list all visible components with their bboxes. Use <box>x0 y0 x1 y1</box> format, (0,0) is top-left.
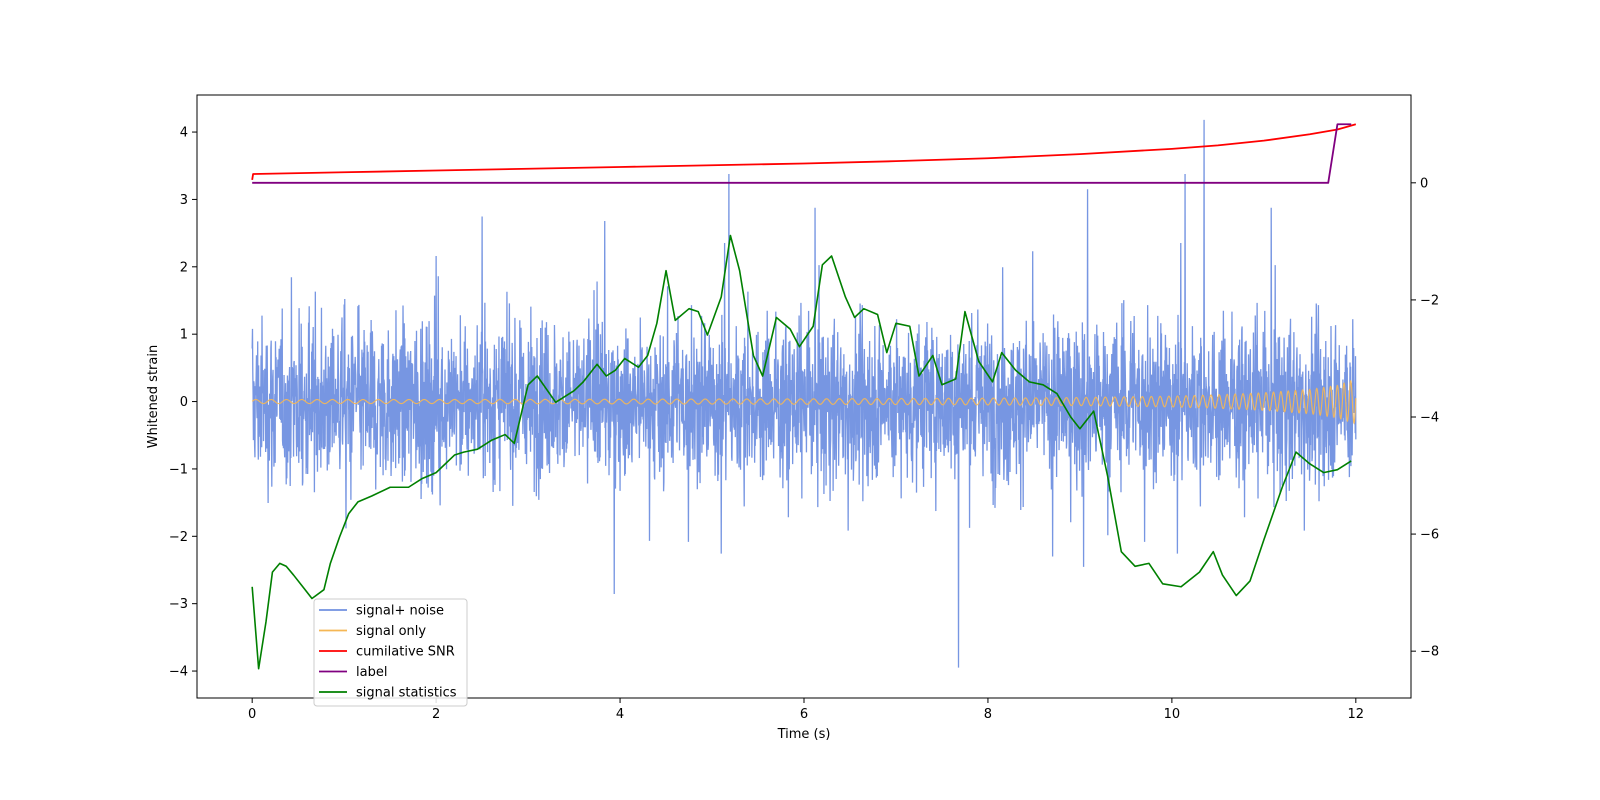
series-line-cumulative-snr <box>251 123 1357 181</box>
y-tick-label: −3 <box>169 597 188 612</box>
y-tick-label: 3 <box>180 193 188 208</box>
x-axis-label: Time (s) <box>777 727 831 742</box>
y2-tick-label: −8 <box>1420 645 1439 660</box>
legend: signal+ noise signal only cumilative SNR la… <box>313 598 468 707</box>
y-tick-label: −2 <box>169 530 188 545</box>
x-tick-label: 4 <box>616 707 624 722</box>
y-tick-label: 0 <box>180 395 188 410</box>
y-axis-label: Whitened strain <box>146 345 161 448</box>
y2-tick-label: −6 <box>1420 528 1439 543</box>
x-tick-label: 0 <box>248 707 256 722</box>
x-tick-label: 6 <box>800 707 808 722</box>
legend-item-label: signal+ noise <box>356 604 444 619</box>
y2-tick-label: −4 <box>1420 410 1439 425</box>
y2-tick-label: −2 <box>1420 293 1439 308</box>
y-tick-label: 4 <box>180 126 188 141</box>
legend-item-label: signal only <box>356 624 426 639</box>
y-axis-right: −8 −6 −4 −2 0 <box>1411 176 1439 660</box>
y-tick-label: −4 <box>169 665 188 680</box>
x-tick-label: 10 <box>1164 707 1181 722</box>
y-axis-left: −4 −3 −2 −1 0 1 2 3 4 <box>169 126 197 680</box>
x-tick-label: 2 <box>432 707 440 722</box>
y-tick-label: 1 <box>180 328 188 343</box>
x-tick-label: 12 <box>1348 707 1365 722</box>
legend-item-label: cumilative SNR <box>356 645 455 660</box>
series-line-signal-only <box>251 379 1357 425</box>
legend-box <box>313 598 468 707</box>
plot-area <box>251 119 1357 670</box>
y-tick-label: 2 <box>180 260 188 275</box>
legend-item-label: label <box>356 665 387 680</box>
series-line-label <box>252 123 1352 184</box>
y-tick-label: −1 <box>169 462 188 477</box>
series-line-signal-statistics <box>251 234 1352 670</box>
x-tick-label: 8 <box>984 707 992 722</box>
y2-tick-label: 0 <box>1420 176 1428 191</box>
series-line-signal-noise <box>251 119 1357 668</box>
legend-item-label: signal statistics <box>356 686 457 701</box>
